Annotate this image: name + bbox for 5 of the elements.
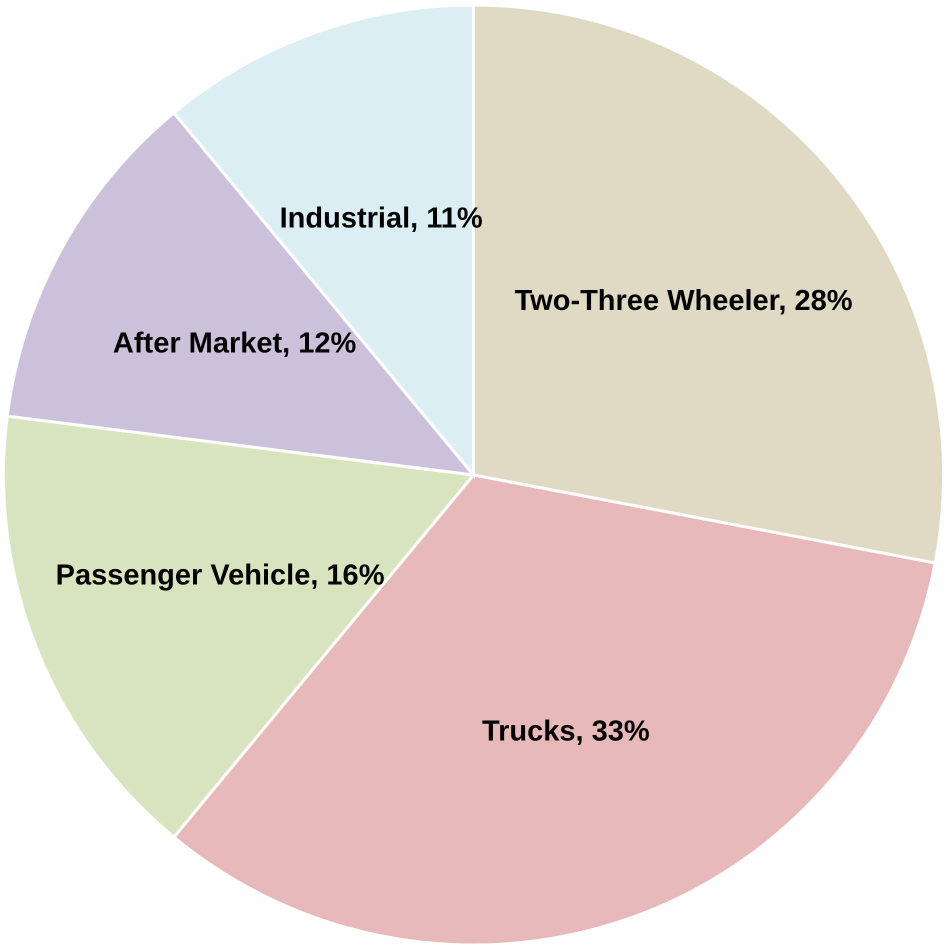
slice-label: Passenger Vehicle, 16% — [56, 559, 385, 592]
slice-label: Industrial, 11% — [280, 202, 483, 235]
slice-label: Two-Three Wheeler, 28% — [514, 285, 853, 318]
slice-label: Trucks, 33% — [482, 715, 650, 748]
slice-label: After Market, 12% — [112, 328, 357, 360]
